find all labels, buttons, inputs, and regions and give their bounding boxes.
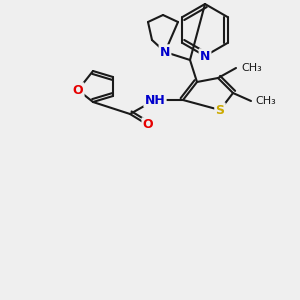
Text: CH₃: CH₃ <box>255 96 276 106</box>
Text: S: S <box>215 103 224 116</box>
Text: O: O <box>143 118 153 131</box>
Text: N: N <box>200 50 210 62</box>
Text: N: N <box>160 46 170 59</box>
Text: O: O <box>73 83 83 97</box>
Text: NH: NH <box>145 94 165 106</box>
Text: CH₃: CH₃ <box>241 63 262 73</box>
